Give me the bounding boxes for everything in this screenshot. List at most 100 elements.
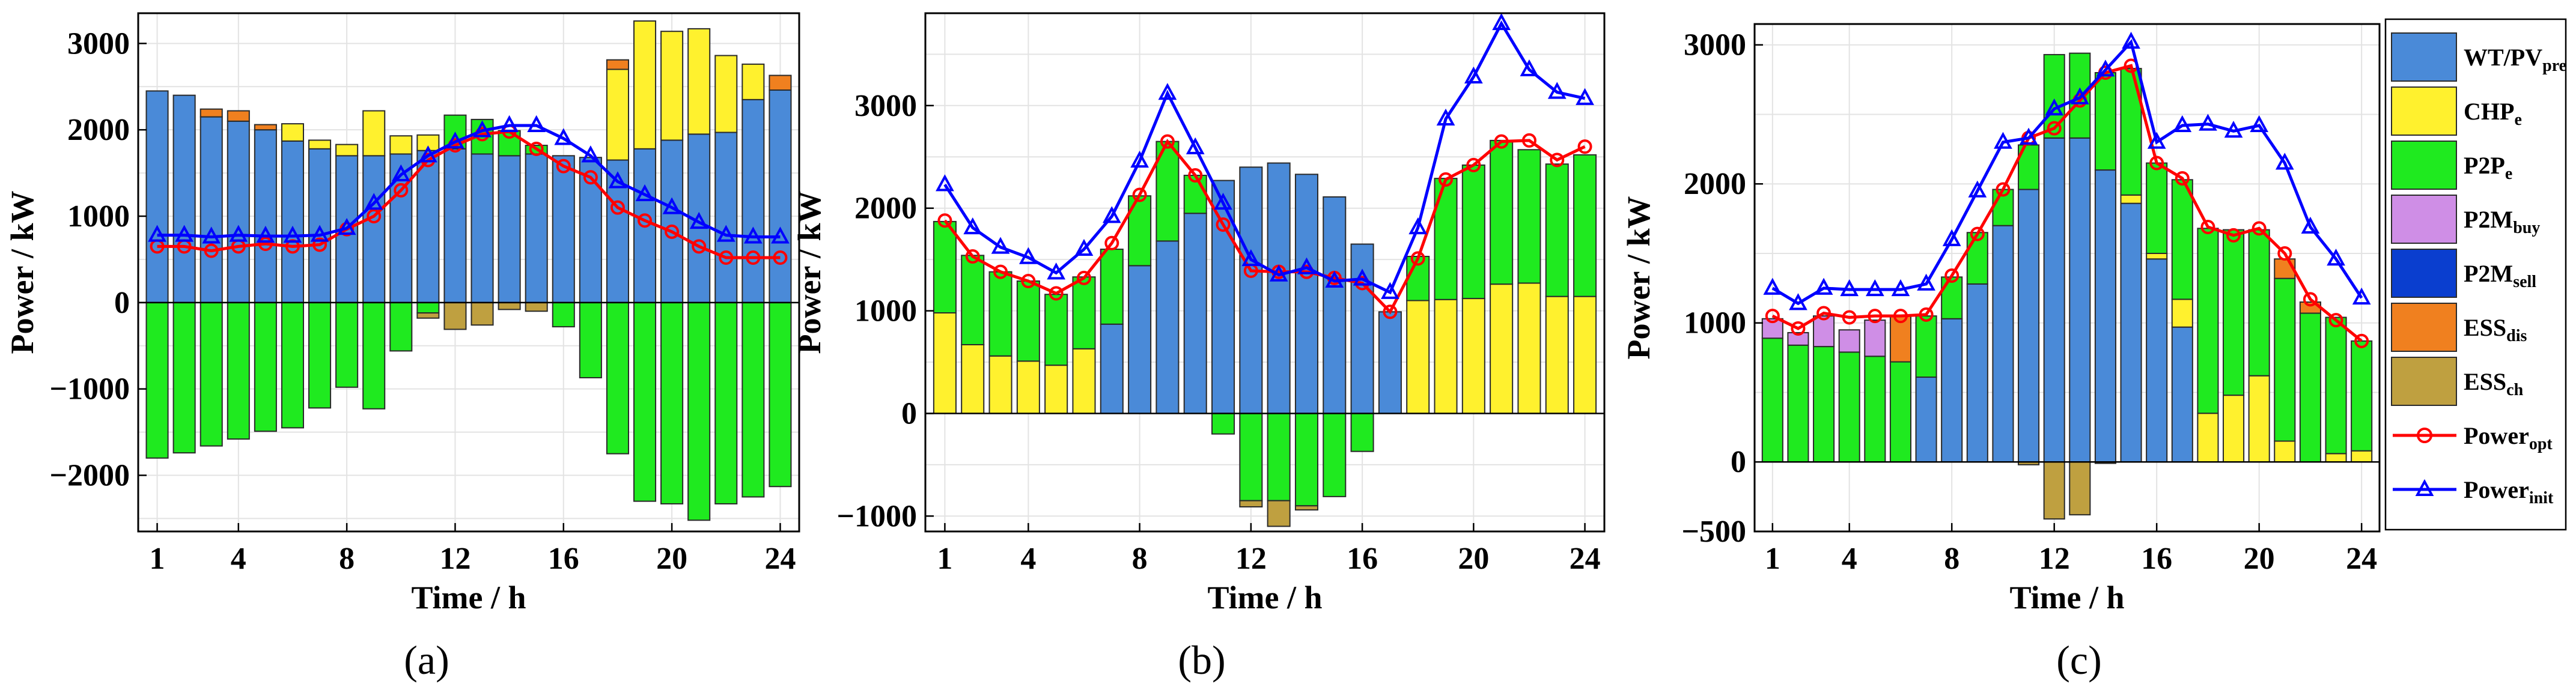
- marker-popt: [2226, 228, 2241, 243]
- marker-pinit: [1763, 277, 1782, 295]
- bar-p2p: [335, 301, 359, 388]
- bar-wt: [2171, 326, 2193, 463]
- bar-chp: [2325, 453, 2347, 463]
- bar-chp: [2248, 375, 2270, 463]
- legend-label-base: P2P: [2464, 152, 2505, 179]
- legend-label-base: WT/PV: [2464, 44, 2542, 71]
- bar-wt: [2018, 189, 2040, 463]
- legend-swatch: [2391, 32, 2457, 82]
- bar-p2p: [416, 301, 440, 314]
- legend-item-p2mbuy: P2Mbuy: [2391, 195, 2540, 244]
- marker-pinit: [2147, 132, 2166, 149]
- bar-p2p: [2325, 316, 2347, 455]
- bar-wt: [227, 120, 250, 303]
- y-axis-label: Power / kW: [791, 191, 827, 354]
- panel-b: −1000 0 1000 2000 3000 1 4 8 12 16 20 24 Time / h Pow…: [791, 12, 1606, 683]
- bar-p2p: [254, 301, 277, 432]
- bar-essch: [525, 301, 548, 312]
- marker-popt: [583, 170, 598, 185]
- marker-pinit: [2070, 87, 2089, 104]
- y-tick-label: 0: [114, 286, 130, 320]
- bar-p2p: [1787, 344, 1809, 463]
- legend-label: ESSdis: [2464, 314, 2527, 345]
- marker-popt: [1439, 172, 1454, 187]
- bar-chp: [1573, 295, 1597, 414]
- bar-chp: [1406, 300, 1430, 414]
- marker-pinit: [419, 145, 437, 163]
- legend-label: Powerinit: [2464, 476, 2554, 507]
- marker-popt: [1944, 268, 1959, 283]
- x-tick-label: 20: [1458, 542, 1489, 576]
- legend-label-base: P2M: [2464, 206, 2513, 233]
- legend-label-base: Power: [2464, 422, 2529, 449]
- marker-pinit: [2096, 59, 2115, 77]
- x-tick-label: 16: [1347, 542, 1378, 576]
- legend-label-sub: sell: [2513, 273, 2536, 291]
- bar-chp: [335, 144, 359, 157]
- y-axis-label: Power / kW: [1621, 196, 1657, 360]
- plot-frame: [1753, 23, 2381, 533]
- legend-swatch: [2391, 86, 2457, 136]
- marker-popt: [965, 249, 980, 264]
- marker-pinit: [2019, 127, 2038, 145]
- x-axis-label: Time / h: [1207, 580, 1322, 616]
- marker-popt: [2252, 221, 2267, 236]
- x-tick-label: 16: [2141, 542, 2172, 576]
- legend-label: Poweropt: [2464, 422, 2553, 453]
- marker-pinit: [1241, 249, 1261, 267]
- bar-p2p: [362, 301, 386, 410]
- panel-label: (c): [2056, 637, 2101, 683]
- legend-item-chp: CHPe: [2391, 86, 2522, 136]
- legend-item-essch: ESSch: [2391, 357, 2524, 406]
- marker-pinit: [1891, 279, 1910, 297]
- bar-p2p: [633, 301, 657, 502]
- marker-pinit: [1789, 293, 1807, 310]
- marker-pinit: [771, 226, 790, 244]
- marker-pinit: [500, 115, 519, 132]
- bar-p2p: [1239, 413, 1263, 501]
- bar-chp: [2351, 450, 2373, 463]
- bar-wt: [1294, 174, 1318, 414]
- marker-popt: [394, 183, 409, 198]
- legend-label-sub: dis: [2506, 327, 2527, 345]
- legend-label-sub: opt: [2529, 435, 2553, 453]
- bar-wt: [1100, 323, 1124, 414]
- bar-p2p: [606, 301, 629, 455]
- marker-pinit: [229, 225, 248, 242]
- y-tick-label: 0: [1731, 445, 1746, 479]
- bar-chp: [1461, 298, 1485, 414]
- marker-popt: [1104, 235, 1119, 250]
- bar-p2p: [1941, 276, 1963, 319]
- bar-p2p: [1461, 164, 1485, 300]
- legend-label: CHPe: [2464, 98, 2522, 129]
- legend-item-p2p: P2Pe: [2391, 141, 2512, 190]
- bar-p2p: [741, 301, 765, 498]
- marker-pinit: [689, 211, 708, 229]
- legend-item-pinit: Powerinit: [2393, 476, 2554, 507]
- bar-chp: [633, 20, 657, 150]
- bar-p2p: [2094, 72, 2116, 171]
- bar-chp: [2197, 413, 2219, 463]
- marker-popt: [638, 213, 653, 228]
- bar-essch: [1267, 500, 1291, 527]
- marker-popt: [1791, 321, 1806, 336]
- bar-chp: [606, 68, 629, 161]
- bar-wt: [525, 153, 548, 303]
- panel-label: (b): [1178, 637, 1225, 683]
- bar-p2p: [1016, 280, 1040, 362]
- x-tick-label: 20: [656, 542, 687, 576]
- bar-essdis: [199, 108, 223, 118]
- legend-swatch: [2391, 195, 2457, 244]
- marker-pinit: [446, 132, 464, 149]
- bar-wt: [498, 155, 521, 303]
- bar-chp: [1434, 298, 1458, 414]
- bar-chp: [1016, 360, 1040, 414]
- marker-pinit: [554, 128, 573, 145]
- bar-chp: [2223, 395, 2245, 463]
- bar-essch: [2069, 461, 2091, 516]
- legend-swatch: [2391, 141, 2457, 190]
- bar-chp: [741, 63, 765, 100]
- bar-wt: [1378, 311, 1402, 414]
- bar-wt: [2120, 202, 2142, 463]
